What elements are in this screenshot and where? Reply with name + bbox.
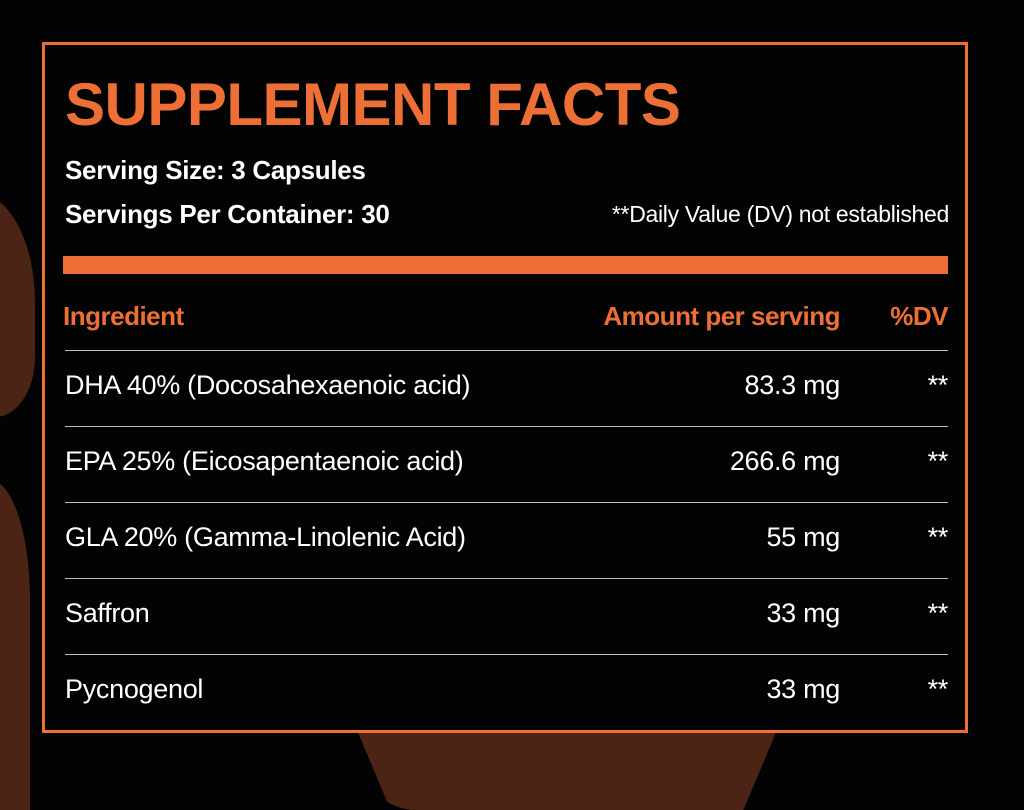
ingredient-name: Saffron — [65, 598, 150, 628]
table-row: Pycnogenol 33 mg ** — [65, 654, 948, 730]
ingredient-amount: 83.3 mg — [744, 370, 841, 400]
ingredient-dv: ** — [927, 522, 949, 552]
ingredient-dv: ** — [927, 370, 949, 400]
table-row: EPA 25% (Eicosapentaenoic acid) 266.6 mg… — [65, 426, 948, 502]
header-dv: %DV — [890, 301, 948, 331]
table-header: Ingredient Amount per serving %DV — [63, 301, 948, 331]
ingredient-dv: ** — [927, 446, 949, 476]
supplement-facts-panel: SUPPLEMENT FACTS Serving Size: 3 Capsule… — [42, 42, 968, 733]
header-ingredient: Ingredient — [63, 301, 184, 331]
ingredient-name: GLA 20% (Gamma-Linolenic Acid) — [65, 522, 466, 552]
decorative-silhouette-left-top — [0, 192, 35, 417]
panel-title: SUPPLEMENT FACTS — [65, 71, 681, 138]
table-row: Saffron 33 mg ** — [65, 578, 948, 654]
ingredient-dv: ** — [927, 674, 949, 704]
ingredient-name: EPA 25% (Eicosapentaenoic acid) — [65, 446, 464, 476]
ingredient-name: Pycnogenol — [65, 674, 204, 704]
ingredient-dv: ** — [927, 598, 949, 628]
serving-size: Serving Size: 3 Capsules — [65, 155, 366, 185]
ingredient-amount: 55 mg — [766, 522, 840, 552]
ingredient-amount: 33 mg — [766, 598, 840, 628]
header-amount: Amount per serving — [603, 301, 840, 331]
decorative-silhouette-bottom — [357, 730, 777, 810]
servings-per-container: Servings Per Container: 30 — [65, 199, 390, 229]
table-row: DHA 40% (Docosahexaenoic acid) 83.3 mg *… — [65, 350, 948, 426]
table-row: GLA 20% (Gamma-Linolenic Acid) 55 mg ** — [65, 502, 948, 578]
ingredient-table: DHA 40% (Docosahexaenoic acid) 83.3 mg *… — [65, 350, 948, 730]
ingredient-name: DHA 40% (Docosahexaenoic acid) — [65, 370, 471, 400]
ingredient-amount: 33 mg — [766, 674, 840, 704]
decorative-silhouette-left-bottom — [0, 480, 30, 810]
ingredient-amount: 266.6 mg — [729, 446, 840, 476]
daily-value-note: **Daily Value (DV) not established — [611, 201, 949, 227]
divider-bar — [63, 256, 948, 274]
